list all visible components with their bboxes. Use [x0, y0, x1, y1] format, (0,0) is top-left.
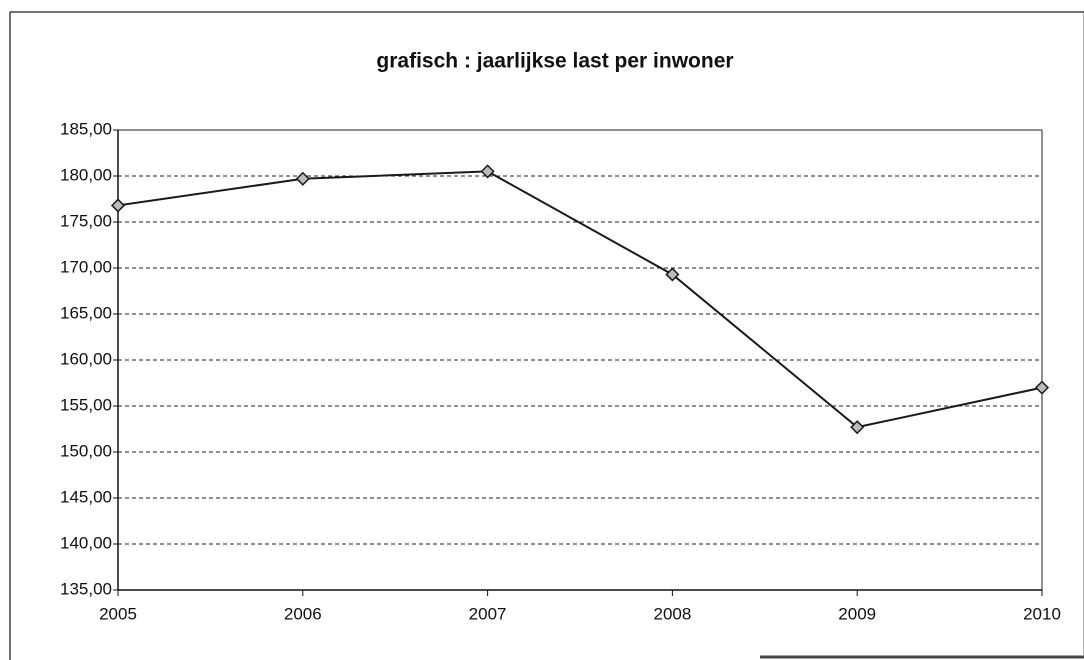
y-tick-label: 145,00	[60, 487, 112, 506]
x-tick-label: 2007	[469, 604, 507, 623]
chart-title: grafisch : jaarlijkse last per inwoner	[376, 50, 733, 73]
data-marker	[850, 420, 865, 435]
y-tick-label: 180,00	[60, 165, 112, 184]
data-marker	[110, 198, 126, 213]
y-tick-label: 135,00	[60, 579, 112, 598]
data-marker	[295, 171, 310, 186]
x-tick-label: 2005	[99, 604, 137, 623]
y-tick-label: 155,00	[60, 395, 112, 414]
y-tick-label: 150,00	[60, 441, 112, 460]
x-tick-label: 2006	[284, 604, 322, 623]
x-tick-label: 2008	[653, 604, 691, 623]
data-marker	[480, 164, 495, 179]
data-marker	[1034, 380, 1050, 395]
y-tick-label: 165,00	[60, 303, 112, 322]
x-tick-label: 2009	[838, 604, 876, 623]
y-tick-label: 140,00	[60, 533, 112, 552]
data-marker	[665, 267, 680, 282]
x-tick-label: 2010	[1023, 604, 1061, 623]
y-tick-label: 175,00	[60, 211, 112, 230]
y-tick-label: 170,00	[60, 257, 112, 276]
y-tick-label: 185,00	[60, 119, 112, 138]
data-line	[117, 170, 1043, 429]
y-tick-label: 160,00	[60, 349, 112, 368]
